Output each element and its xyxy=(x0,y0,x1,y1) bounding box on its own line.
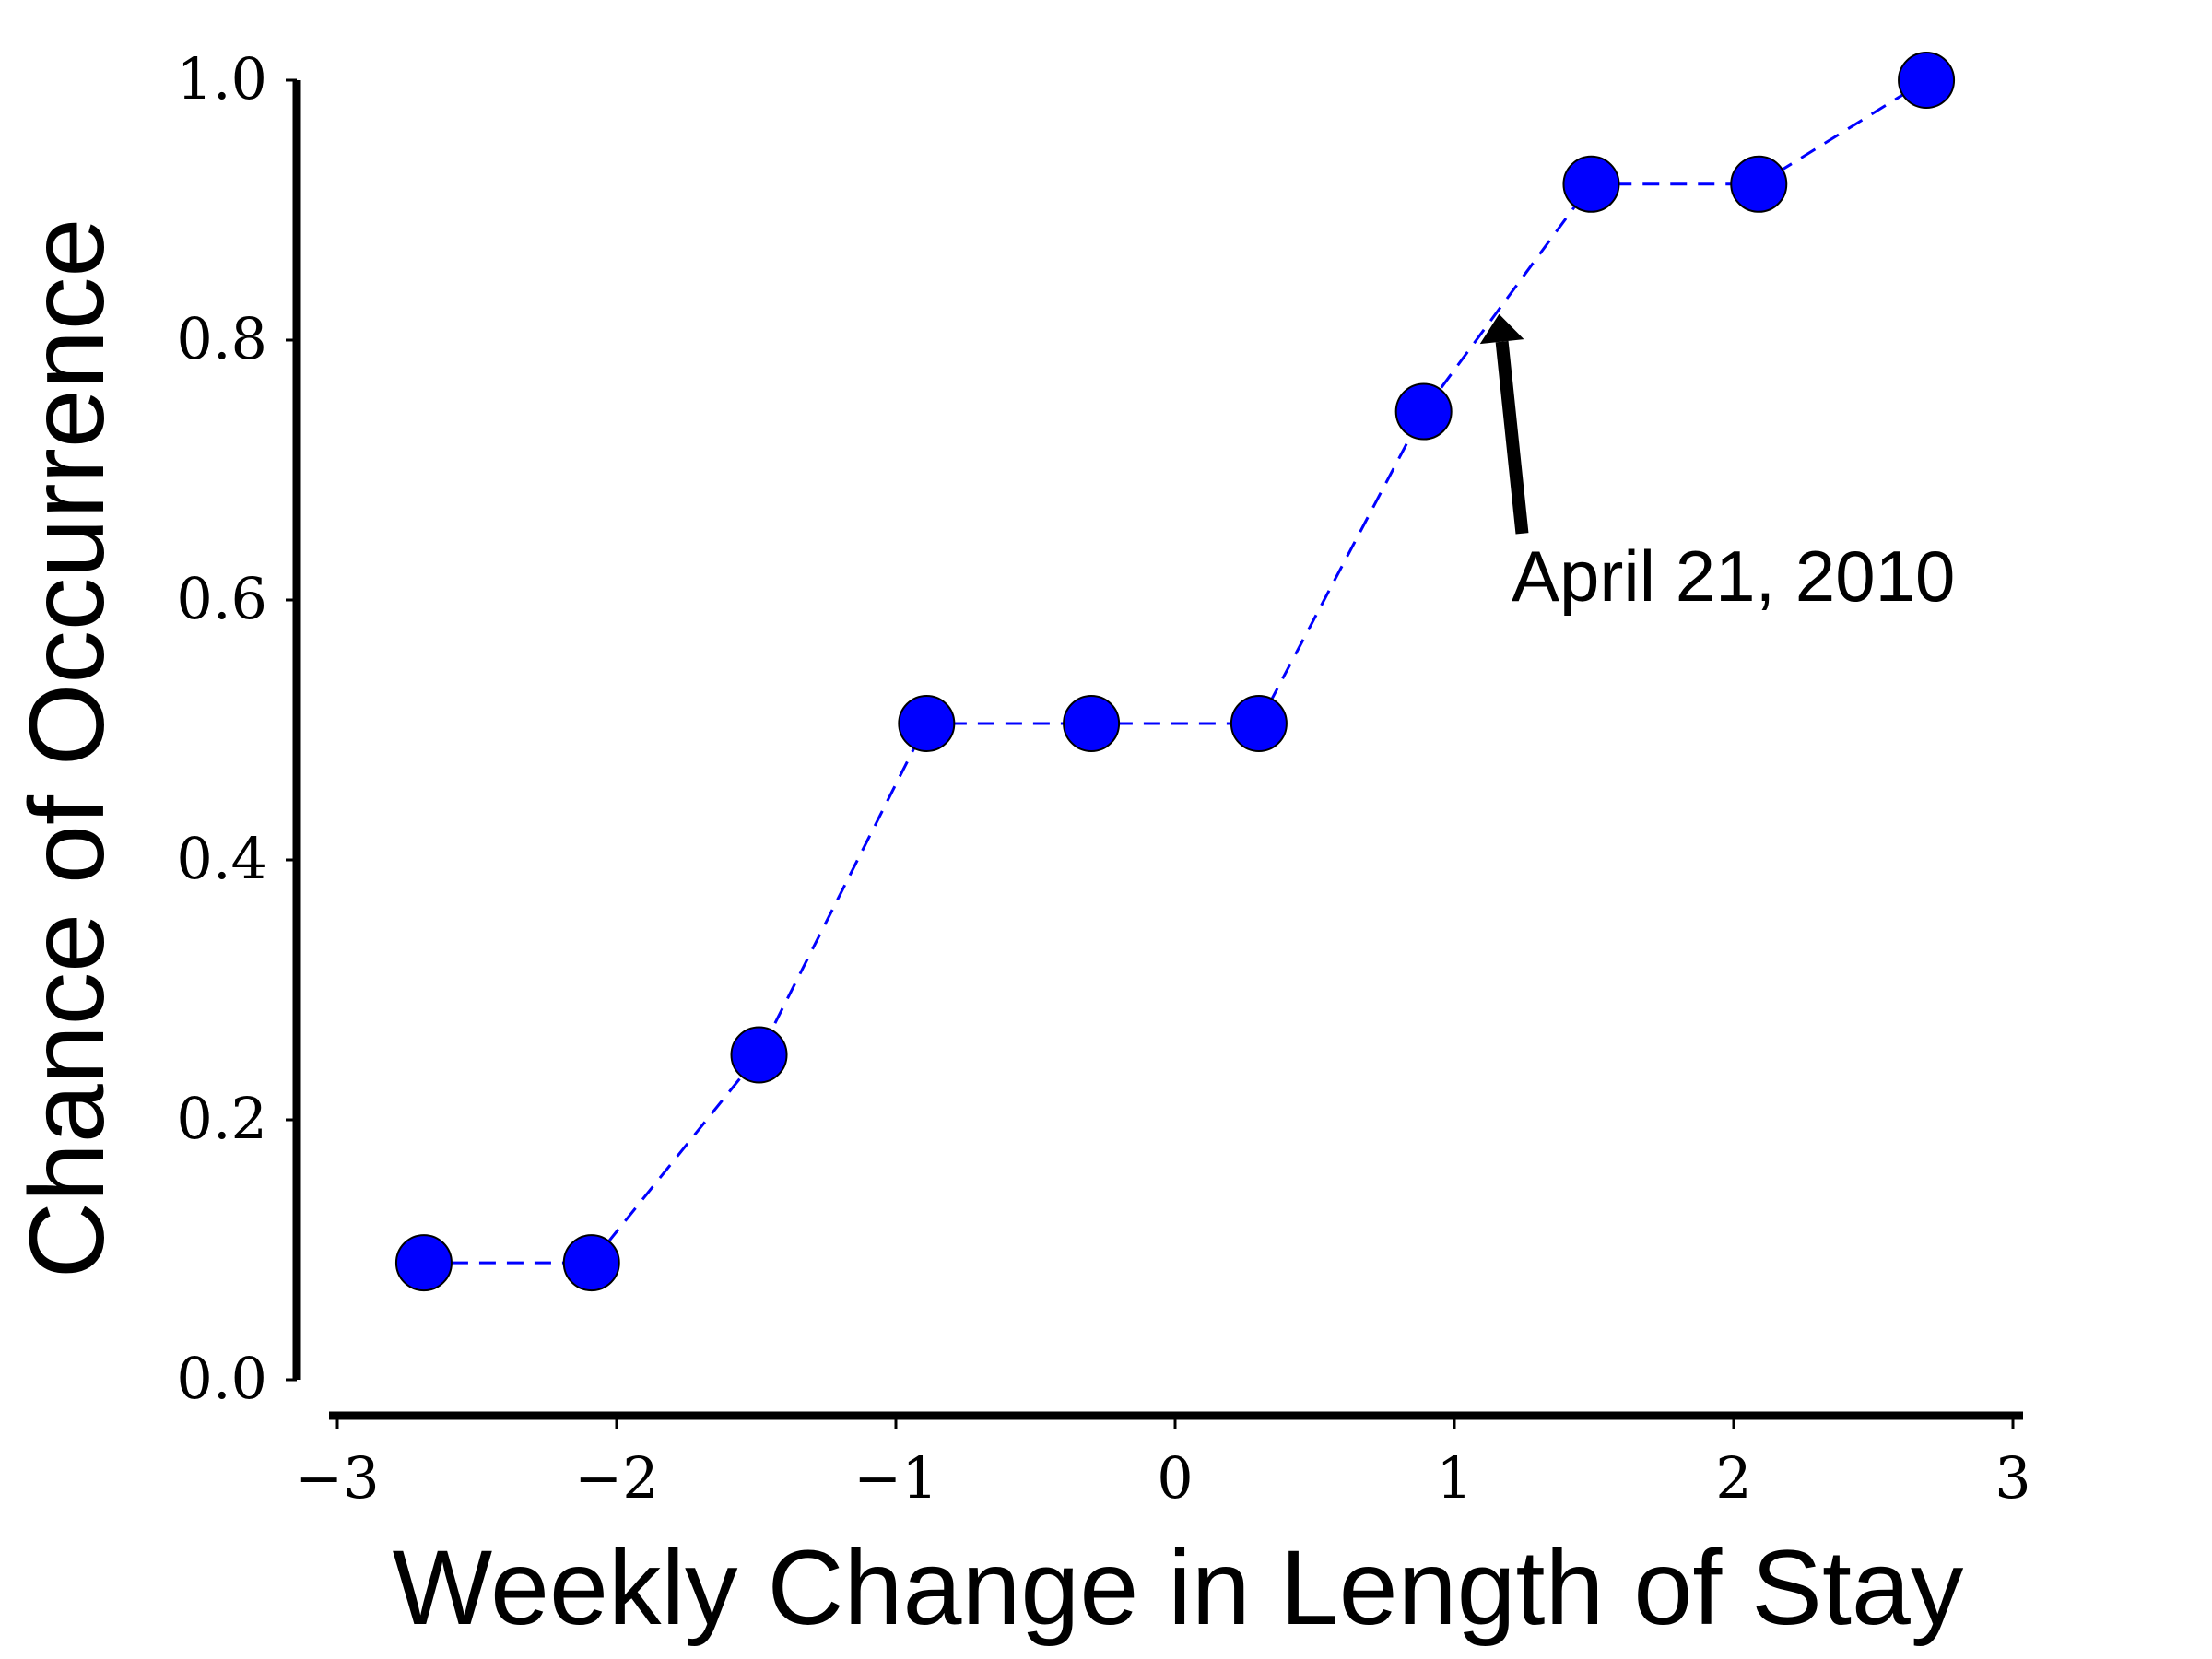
series-line xyxy=(423,78,1927,1265)
data-series xyxy=(394,52,1956,1292)
x-tick-label: 0 xyxy=(1157,1444,1193,1512)
data-point xyxy=(1230,694,1288,752)
annotation-arrow-head xyxy=(1479,313,1524,345)
x-axis-ticks: −3 −2 −1 0 1 2 3 xyxy=(295,1416,2031,1512)
x-tick-label: 2 xyxy=(1715,1444,1751,1512)
x-tick-label: 3 xyxy=(1994,1444,2030,1512)
x-tick-label: −3 xyxy=(295,1444,379,1512)
x-tick-label: −1 xyxy=(853,1444,937,1512)
data-point xyxy=(898,694,956,752)
data-point xyxy=(394,1234,453,1292)
x-tick-label: −2 xyxy=(574,1444,658,1512)
y-axis-ticks: 0.0 0.2 0.4 0.6 0.8 1.0 xyxy=(176,45,297,1412)
y-tick-label: 1.0 xyxy=(176,45,267,112)
annotation: April 21, 2010 xyxy=(1479,313,1955,617)
x-tick-label: 1 xyxy=(1436,1444,1472,1512)
y-axis-title: Chance of Occurrence xyxy=(8,218,126,1279)
y-tick-label: 0.2 xyxy=(176,1085,267,1152)
annotation-arrow-shaft xyxy=(1495,340,1529,535)
y-tick-label: 0.4 xyxy=(176,825,267,892)
data-point xyxy=(730,1026,788,1084)
y-tick-label: 0.8 xyxy=(176,305,267,372)
data-point xyxy=(1394,382,1453,441)
y-tick-label: 0.6 xyxy=(176,565,267,632)
x-axis-title: Weekly Change in Length of Stay xyxy=(393,1529,1964,1647)
data-point xyxy=(562,1234,620,1292)
data-point xyxy=(1063,694,1121,752)
y-tick-label: 0.0 xyxy=(176,1345,267,1412)
data-point xyxy=(1730,155,1788,213)
data-point xyxy=(1562,155,1620,213)
annotation-text: April 21, 2010 xyxy=(1512,535,1955,617)
data-point xyxy=(1898,52,1956,109)
